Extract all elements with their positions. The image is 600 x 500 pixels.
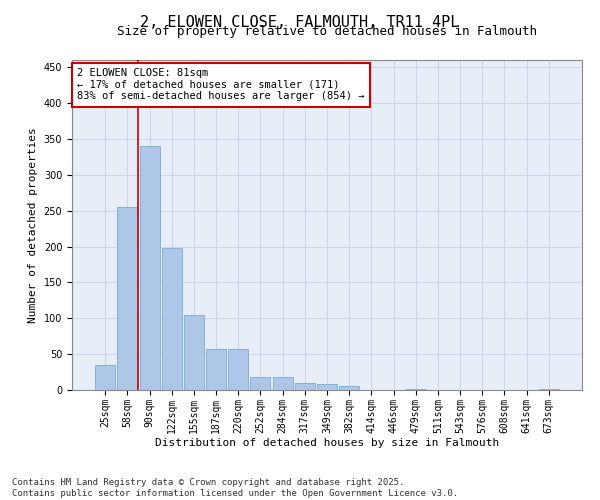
Bar	[250, 377, 271, 390]
Text: 2, ELOWEN CLOSE, FALMOUTH, TR11 4PL: 2, ELOWEN CLOSE, FALMOUTH, TR11 4PL	[140, 15, 460, 30]
Bar	[406, 388, 426, 390]
Bar	[140, 146, 160, 390]
Bar	[162, 248, 182, 390]
Bar	[118, 207, 137, 390]
Bar	[228, 349, 248, 390]
Title: Size of property relative to detached houses in Falmouth: Size of property relative to detached ho…	[117, 25, 537, 38]
Bar	[317, 384, 337, 390]
Bar	[295, 383, 315, 390]
Bar	[272, 377, 293, 390]
Bar	[539, 388, 559, 390]
Bar	[184, 316, 204, 390]
X-axis label: Distribution of detached houses by size in Falmouth: Distribution of detached houses by size …	[155, 438, 499, 448]
Text: Contains HM Land Registry data © Crown copyright and database right 2025.
Contai: Contains HM Land Registry data © Crown c…	[12, 478, 458, 498]
Bar	[206, 349, 226, 390]
Bar	[95, 365, 115, 390]
Text: 2 ELOWEN CLOSE: 81sqm
← 17% of detached houses are smaller (171)
83% of semi-det: 2 ELOWEN CLOSE: 81sqm ← 17% of detached …	[77, 68, 365, 102]
Y-axis label: Number of detached properties: Number of detached properties	[28, 127, 38, 323]
Bar	[339, 386, 359, 390]
